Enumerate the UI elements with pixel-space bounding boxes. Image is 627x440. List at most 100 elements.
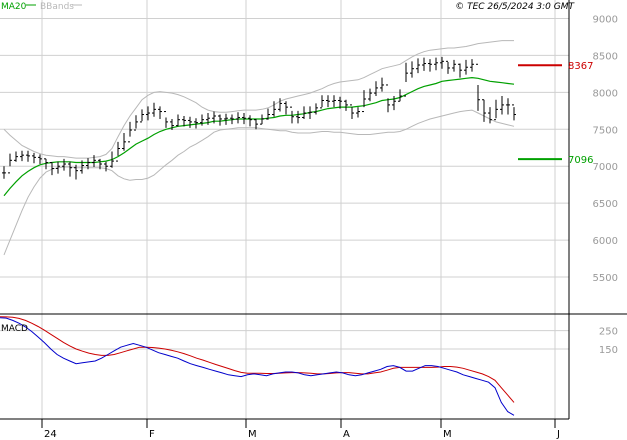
ohlc-bar <box>458 63 462 78</box>
ohlc-bar <box>206 113 210 125</box>
ohlc-bar <box>482 99 486 122</box>
ohlc-bar <box>74 164 78 180</box>
ohlc-bar <box>422 57 426 71</box>
price-levels: 8367 7096 <box>518 61 593 166</box>
ohlc-bar <box>200 114 204 126</box>
ohlc-bar <box>374 81 378 97</box>
ohlc-bar <box>92 155 96 167</box>
ohlc-bar <box>332 95 336 108</box>
ohlc-bar <box>488 107 492 124</box>
ohlc-bar <box>410 61 414 78</box>
bollinger-bands <box>3 40 515 256</box>
ohlc-bar <box>260 114 264 125</box>
ohlc-bar <box>62 158 66 171</box>
ohlc-bar <box>326 95 330 108</box>
ohlc-bar <box>446 60 450 74</box>
price-tick-label: 9000 <box>593 14 618 25</box>
ohlc-bar <box>86 158 90 170</box>
ohlc-bar <box>290 106 294 124</box>
ohlc-bar <box>98 158 102 170</box>
time-tick-label: 24 <box>44 429 57 440</box>
ohlc-bar <box>140 109 144 123</box>
ohlc-bar <box>164 111 168 128</box>
price-tick-label: 5500 <box>593 273 618 284</box>
time-tick-labels: 24 F M A M J <box>44 429 560 440</box>
ohlc-bar <box>128 121 132 143</box>
ohlc-bar <box>56 161 60 174</box>
resistance-label: 8367 <box>568 61 593 72</box>
time-tick-label: A <box>343 429 350 440</box>
ohlc-bar <box>386 84 390 113</box>
bbands-lower-line <box>3 109 515 256</box>
ohlc-bar <box>338 96 342 109</box>
ohlc-bar <box>68 161 72 177</box>
ohlc-bar <box>368 88 372 102</box>
ohlc-bar <box>464 59 468 75</box>
macd-tick-label: 150 <box>599 345 618 356</box>
legend-bbands-label: BBands <box>40 2 74 12</box>
macd-tick-labels: 250 150 <box>599 327 618 356</box>
copyright-label: © TEC 26/5/2024 3:0 GMT <box>455 2 575 12</box>
ohlc-bar <box>224 113 228 125</box>
legend-ma20-label: MA20 <box>1 2 27 12</box>
macd-signal-line <box>0 316 515 403</box>
ohlc-bar <box>440 56 444 69</box>
price-tick-label: 8500 <box>593 51 618 62</box>
ohlc-bar <box>176 114 180 127</box>
ohlc-bar <box>302 106 306 119</box>
ohlc-bar <box>254 118 258 130</box>
price-tick-label: 6000 <box>593 236 618 247</box>
support-label: 7096 <box>568 155 593 166</box>
ohlc-bar <box>416 58 420 74</box>
ohlc-bar <box>344 99 348 111</box>
ohlc-bar <box>116 141 120 162</box>
ohlc-bar <box>362 90 366 113</box>
ohlc-bar <box>194 118 198 129</box>
price-gridlines <box>0 17 569 278</box>
ohlc-bar <box>44 158 48 170</box>
ohlc-bar <box>146 106 150 121</box>
ohlc-bar <box>278 98 282 112</box>
time-tick-label: M <box>248 429 257 440</box>
price-tick-labels: 9000 8500 8000 7500 7000 6500 6000 5500 <box>593 14 618 284</box>
bbands-upper-line <box>3 40 514 159</box>
price-tick-label: 7000 <box>593 162 618 173</box>
time-gridlines <box>41 0 556 428</box>
ohlc-bar <box>404 62 408 97</box>
macd-lines <box>0 316 515 416</box>
time-tick-label: F <box>149 429 155 440</box>
ohlc-bar <box>104 161 108 172</box>
ohlc-bar <box>380 77 384 92</box>
ohlc-bar <box>158 106 162 119</box>
ohlc-bar <box>20 150 24 162</box>
ohlc-bar <box>434 57 438 71</box>
ohlc-bar <box>266 108 270 120</box>
ohlc-bar <box>188 116 192 128</box>
ohlc-bar <box>452 59 456 72</box>
ohlc-bar <box>470 59 474 72</box>
ohlc-bar <box>314 103 318 115</box>
ohlc-bar <box>212 111 216 124</box>
ohlc-bar <box>110 151 114 168</box>
ohlc-bar <box>512 104 516 121</box>
ohlc-bar <box>350 104 354 119</box>
ohlc-bar <box>356 107 360 118</box>
ohlc-bar <box>236 112 240 124</box>
ohlc-bar <box>320 95 324 109</box>
ohlc-bar <box>38 154 42 165</box>
macd-panel-label: MACD <box>1 324 28 334</box>
ohlc-bar <box>2 166 6 179</box>
ohlc-bar <box>26 150 30 162</box>
macd-gridlines <box>0 330 569 350</box>
ohlc-bar <box>476 63 480 111</box>
price-tick-label: 7500 <box>593 125 618 136</box>
ohlc-bar <box>50 162 54 176</box>
ohlc-bar <box>80 160 84 174</box>
ohlc-bar <box>32 152 36 164</box>
ohlc-bar <box>494 99 498 121</box>
ohlc-bar <box>272 101 276 117</box>
ohlc-bar <box>8 153 12 174</box>
time-tick-label: J <box>556 429 560 440</box>
ohlc-bar <box>182 115 186 127</box>
